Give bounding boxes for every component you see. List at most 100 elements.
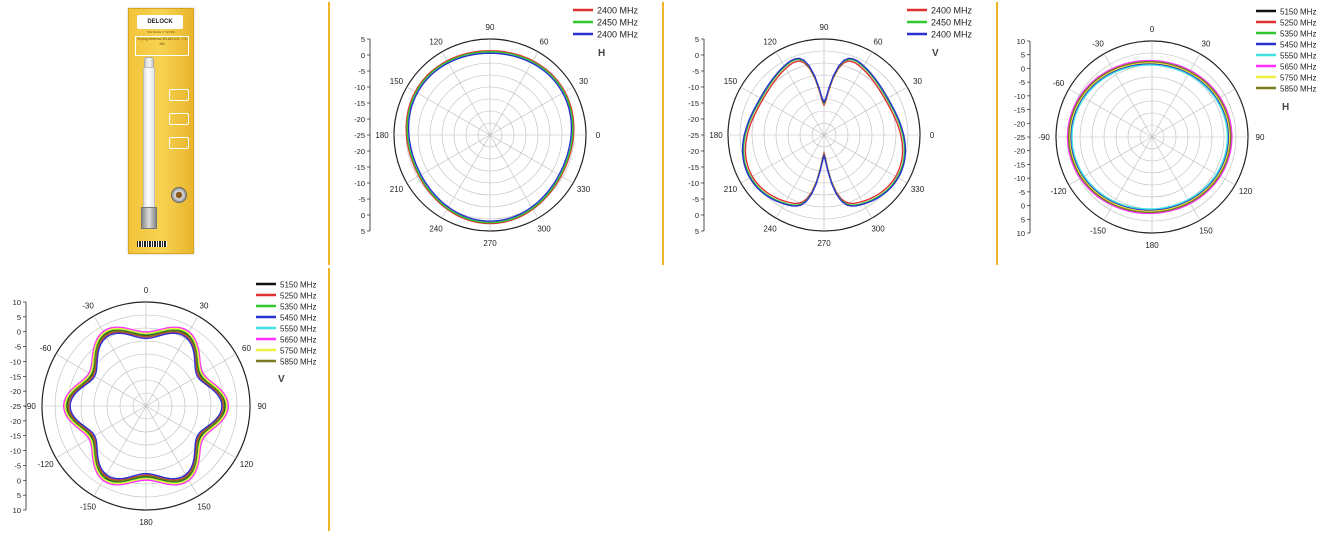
radial-tick-label: -5 bbox=[692, 195, 699, 204]
legend-label: 5250 MHz bbox=[1280, 19, 1316, 28]
brand-tagline: WE MAKE IT WORK bbox=[147, 30, 175, 34]
series-line bbox=[62, 326, 230, 486]
radial-tick-label: -20 bbox=[10, 417, 21, 426]
grid-spoke bbox=[1151, 136, 1236, 186]
divider bbox=[328, 268, 330, 531]
radial-tick-label: 5 bbox=[361, 35, 365, 44]
legend-label: 5150 MHz bbox=[280, 281, 316, 290]
grid-spoke bbox=[823, 86, 908, 136]
angle-labels: 0 30 90 120 150 180 -150 -120 -90 -60 -30 bbox=[1038, 25, 1265, 250]
angle-tick-label: 330 bbox=[577, 185, 591, 194]
legend: 2400 MHz 2450 MHz 2400 MHz bbox=[907, 6, 973, 40]
series-line bbox=[67, 330, 225, 482]
radial-tick-label: 10 bbox=[13, 298, 21, 307]
angle-tick-label: 120 bbox=[429, 37, 443, 46]
radial-tick-label: -10 bbox=[688, 83, 699, 92]
legend-label: 2450 MHz bbox=[597, 18, 639, 28]
radial-axis: 10 5 0 -5 -10 -15 -20 -25 -20 -15 -10 -5 0 5 10 bbox=[10, 298, 27, 515]
feature-badge bbox=[169, 89, 189, 101]
radial-tick-label: -5 bbox=[692, 67, 699, 76]
series-line bbox=[1067, 61, 1232, 213]
angle-tick-label: 60 bbox=[540, 37, 549, 46]
angle-tick-label: 90 bbox=[1256, 133, 1265, 142]
series-line bbox=[407, 52, 573, 222]
grid-spoke bbox=[1151, 88, 1236, 138]
angle-tick-label: 180 bbox=[709, 131, 723, 140]
legend-label: 2400 MHz bbox=[597, 30, 639, 40]
legend-label: 5350 MHz bbox=[280, 303, 316, 312]
connector-icon bbox=[171, 187, 187, 203]
radial-tick-label: -20 bbox=[354, 115, 365, 124]
angle-tick-label: 0 bbox=[144, 286, 149, 295]
radial-tick-label: 5 bbox=[695, 35, 699, 44]
radial-tick-label: 0 bbox=[361, 211, 365, 220]
brand-logo: DELOCK bbox=[137, 15, 183, 29]
grid-spoke bbox=[740, 134, 825, 184]
plane-label: V bbox=[932, 48, 939, 59]
divider bbox=[996, 2, 998, 265]
feature-badge bbox=[169, 137, 189, 149]
angle-tick-label: 150 bbox=[390, 77, 404, 86]
radial-axis: 5 0 -5 -10 -15 -20 -25 -20 -15 -10 -5 0 5 bbox=[688, 35, 705, 236]
radial-tick-label: -15 bbox=[1014, 160, 1025, 169]
legend-label: 5450 MHz bbox=[280, 314, 316, 323]
product-title: N-plug Antenna WLAN 4.5 - 7.0 dBi bbox=[135, 36, 189, 56]
angle-tick-label: 120 bbox=[240, 460, 254, 469]
radial-tick-label: 10 bbox=[13, 506, 21, 515]
angle-tick-label: -30 bbox=[82, 302, 94, 311]
antenna-icon bbox=[141, 57, 157, 229]
grid-spoke bbox=[489, 51, 539, 136]
angle-tick-label: 30 bbox=[200, 302, 209, 311]
legend-label: 5250 MHz bbox=[280, 292, 316, 301]
angle-tick-label: -30 bbox=[1092, 39, 1104, 48]
radial-tick-label: -10 bbox=[354, 179, 365, 188]
series-line bbox=[1068, 62, 1231, 212]
radial-tick-label: 5 bbox=[1021, 51, 1025, 60]
barcode-icon bbox=[137, 241, 167, 247]
angle-tick-label: 120 bbox=[1239, 187, 1253, 196]
legend-label: 2400 MHz bbox=[931, 30, 973, 40]
grid-spoke bbox=[775, 51, 825, 136]
product-package: DELOCK WE MAKE IT WORK N-plug Antenna WL… bbox=[128, 8, 194, 254]
legend-label: 5650 MHz bbox=[1280, 63, 1316, 72]
angle-tick-label: 60 bbox=[242, 344, 251, 353]
grid-spoke bbox=[145, 353, 237, 407]
grid-spoke bbox=[1151, 53, 1201, 138]
legend-label: 5550 MHz bbox=[280, 325, 316, 334]
radial-tick-label: -15 bbox=[10, 432, 21, 441]
radial-tick-label: 0 bbox=[1021, 202, 1025, 211]
series-line bbox=[65, 328, 227, 484]
grid-spoke bbox=[740, 86, 825, 136]
radial-tick-label: -20 bbox=[1014, 147, 1025, 156]
angle-tick-label: 150 bbox=[197, 502, 211, 511]
radial-tick-label: 10 bbox=[1017, 37, 1025, 46]
plane-label: H bbox=[1282, 102, 1289, 113]
angle-tick-label: 90 bbox=[820, 23, 829, 32]
radial-tick-label: -20 bbox=[688, 115, 699, 124]
series-line bbox=[744, 60, 904, 205]
radial-tick-label: -5 bbox=[1018, 188, 1025, 197]
radial-tick-label: -10 bbox=[354, 83, 365, 92]
angle-tick-label: 270 bbox=[483, 239, 497, 248]
series-line bbox=[67, 331, 225, 481]
radial-tick-label: -10 bbox=[10, 447, 21, 456]
legend-label: 5850 MHz bbox=[280, 358, 316, 367]
legend-label: 2450 MHz bbox=[931, 18, 973, 28]
angle-tick-label: -150 bbox=[1090, 227, 1107, 236]
angle-tick-label: -120 bbox=[38, 460, 55, 469]
angle-tick-label: 240 bbox=[429, 225, 443, 234]
radial-tick-label: -20 bbox=[1014, 119, 1025, 128]
legend-label: 2400 MHz bbox=[931, 6, 973, 16]
radial-tick-label: -5 bbox=[14, 461, 21, 470]
legend-label: 2400 MHz bbox=[597, 6, 639, 16]
legend-label: 5350 MHz bbox=[1280, 30, 1316, 39]
radial-tick-label: -15 bbox=[10, 372, 21, 381]
polar-chart-5ghz-v: 0306090120150180-150-120-90-60-301050-5-… bbox=[10, 281, 316, 528]
series-line bbox=[1066, 59, 1233, 215]
angle-tick-label: 180 bbox=[139, 518, 153, 527]
plane-label: H bbox=[598, 48, 605, 59]
polar-chart-2400-v: 906030033030027024021018015012050-5-10-1… bbox=[688, 6, 973, 249]
legend-label: 5850 MHz bbox=[1280, 85, 1316, 94]
